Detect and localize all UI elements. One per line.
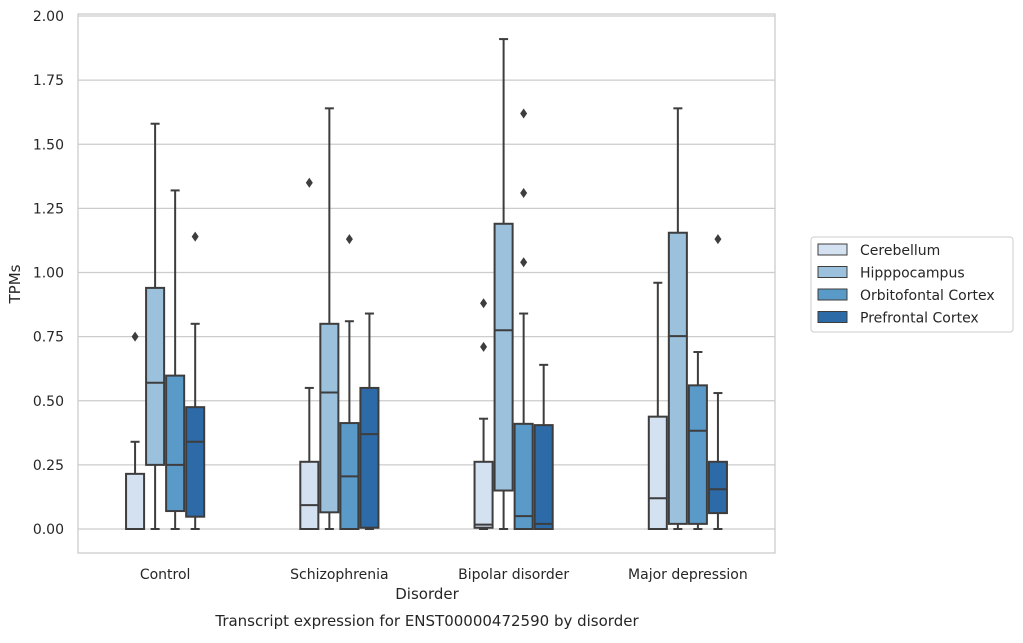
legend-label: Prefrontal Cortex [860, 311, 979, 327]
legend-swatch [817, 311, 848, 323]
box-hipppocampus [319, 107, 340, 530]
legend-label: Hipppocampus [860, 266, 965, 282]
box-prefrontal-cortex [359, 312, 380, 530]
x-tick-labels: Control Schizophrenia Bipolar disorder Majo… [140, 567, 748, 583]
outlier-point [520, 108, 528, 119]
box-series [125, 38, 728, 531]
box-body [319, 322, 340, 514]
box-body [513, 422, 534, 530]
box-body [493, 222, 514, 492]
box-body [707, 460, 728, 515]
outlier-point [131, 331, 139, 342]
outlier-point [480, 298, 488, 309]
outlier-point [714, 234, 722, 245]
x-tick-label: Bipolar disorder [458, 567, 569, 583]
box-body [647, 415, 668, 531]
legend: Cerebellum Hipppocampus Orbitofontal Corte… [810, 236, 1014, 333]
box-orbitofontal-cortex [513, 108, 534, 530]
box-body [473, 460, 494, 529]
chart-caption: Transcript expression for ENST0000047259… [214, 612, 639, 630]
box-body [687, 384, 708, 525]
legend-label: Orbitofontal Cortex [860, 288, 995, 304]
box-body [145, 286, 166, 466]
y-tick-label: 2.00 [33, 9, 64, 25]
legend-swatch [817, 288, 848, 301]
x-tick-label: Schizophrenia [290, 567, 388, 583]
y-tick-label: 0.25 [33, 458, 64, 474]
outlier-point [305, 177, 313, 188]
legend-frame [810, 236, 1014, 333]
y-tick-label: 1.50 [33, 137, 64, 153]
legend-swatch [817, 266, 848, 278]
box-body [125, 472, 146, 531]
box-cerebellum [647, 281, 668, 531]
box-body [299, 460, 320, 530]
y-tick-label: 1.75 [33, 73, 64, 89]
outlier-point [191, 231, 199, 242]
box-body [185, 406, 206, 518]
legend-swatch [817, 243, 848, 256]
box-orbitofontal-cortex [165, 189, 186, 530]
outlier-point [520, 187, 528, 198]
y-tick-label: 0.75 [33, 330, 64, 346]
box-prefrontal-cortex [707, 234, 728, 530]
box-body [165, 374, 186, 513]
x-tick-label: Control [140, 567, 191, 583]
y-tick-label: 0.00 [33, 522, 64, 538]
outlier-point [345, 234, 353, 245]
y-tick-label: 1.00 [33, 266, 64, 282]
box-body [667, 231, 688, 525]
legend-label: Cerebellum [860, 243, 940, 259]
box-hipppocampus [667, 107, 688, 530]
box-cerebellum [125, 331, 146, 531]
box-cerebellum [299, 177, 320, 530]
box-cerebellum [473, 298, 494, 530]
box-body [359, 386, 380, 529]
x-axis-label: Disorder [395, 585, 459, 603]
box-hipppocampus [493, 38, 514, 530]
box-orbitofontal-cortex [687, 351, 708, 530]
y-axis-label: TPMs [6, 264, 24, 304]
legend-items: Cerebellum Hipppocampus Orbitofontal Corte… [817, 243, 995, 327]
box-orbitofontal-cortex [339, 234, 360, 530]
y-tick-labels: 0.00 0.25 0.50 0.75 1.00 1.25 1.50 1.75 2.00 [33, 9, 64, 538]
outlier-point [520, 257, 528, 268]
box-prefrontal-cortex [533, 363, 554, 530]
y-tick-label: 1.25 [33, 201, 64, 217]
x-tick-label: Major depression [628, 567, 748, 583]
box-body [533, 424, 554, 530]
y-tick-label: 0.50 [33, 394, 64, 410]
box-prefrontal-cortex [185, 231, 206, 530]
outlier-point [480, 341, 488, 352]
box-hipppocampus [145, 122, 166, 530]
